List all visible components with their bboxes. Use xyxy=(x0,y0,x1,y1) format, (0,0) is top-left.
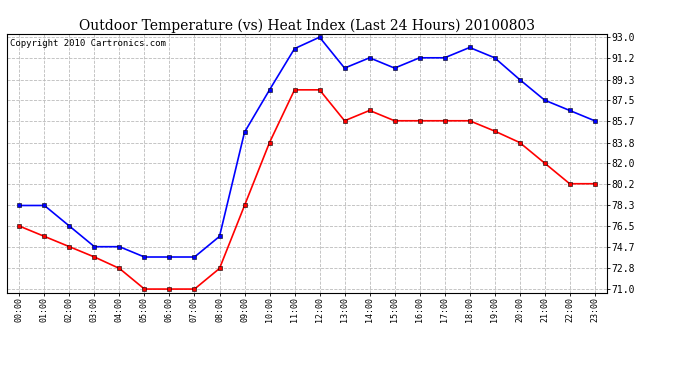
Title: Outdoor Temperature (vs) Heat Index (Last 24 Hours) 20100803: Outdoor Temperature (vs) Heat Index (Las… xyxy=(79,18,535,33)
Text: Copyright 2010 Cartronics.com: Copyright 2010 Cartronics.com xyxy=(10,39,166,48)
